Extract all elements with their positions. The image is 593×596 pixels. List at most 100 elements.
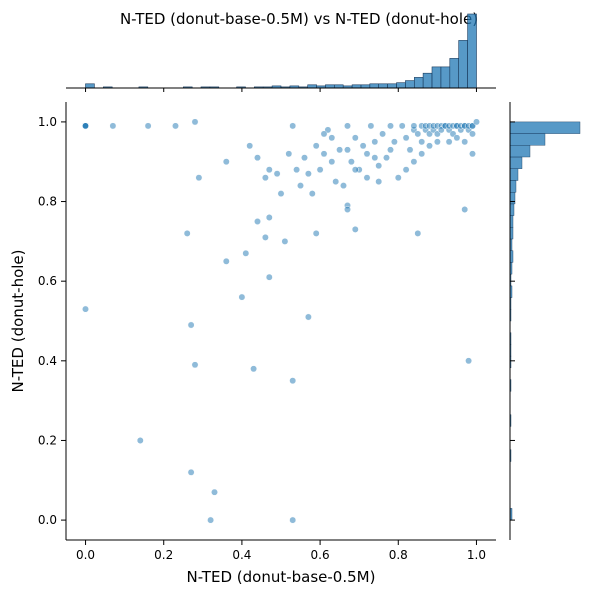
data-point-3 — [82, 122, 89, 130]
x-marginal-bar-36 — [405, 80, 415, 89]
data-point-19 — [297, 182, 304, 190]
data-point-16 — [285, 150, 293, 158]
data-point-92 — [351, 166, 359, 174]
data-point-45 — [398, 122, 406, 130]
data-point-49 — [410, 122, 418, 130]
data-point-44 — [394, 174, 402, 182]
x-tick-label: 0.0 — [76, 548, 95, 562]
x-marginal-bar-0 — [85, 83, 95, 89]
data-point-90 — [371, 154, 379, 162]
data-point-25 — [320, 150, 328, 158]
data-point-123 — [207, 516, 215, 524]
data-point-5 — [144, 122, 152, 130]
data-point-110 — [222, 257, 230, 265]
data-point-88 — [402, 166, 410, 174]
data-point-10 — [246, 142, 254, 150]
y-tick-label: 0.6 — [38, 274, 57, 288]
data-point-14 — [273, 170, 281, 178]
data-point-33 — [351, 134, 359, 142]
data-point-113 — [238, 293, 246, 301]
y-marginal-bar-32 — [509, 133, 546, 146]
x-tick-label: 0.2 — [154, 548, 173, 562]
data-point-115 — [304, 313, 312, 321]
x-tick-label: 0.6 — [311, 548, 330, 562]
y-axis-ticks: 0.0 0.2 0.4 0.6 0.8 1.0 — [38, 115, 515, 527]
data-point-29 — [336, 146, 344, 154]
data-point-99 — [414, 229, 422, 237]
data-point-9 — [222, 158, 230, 166]
data-point-95 — [320, 130, 328, 138]
data-point-13 — [265, 166, 273, 174]
y-tick-label: 0.8 — [38, 195, 57, 209]
data-point-46 — [402, 134, 410, 142]
scatter-points — [82, 118, 480, 524]
data-point-87 — [410, 158, 418, 166]
data-point-35 — [359, 142, 367, 150]
data-point-18 — [293, 166, 301, 174]
data-point-6 — [172, 122, 179, 130]
data-point-50 — [414, 130, 422, 138]
y-marginal-bar-33 — [509, 121, 581, 134]
data-point-94 — [328, 134, 336, 142]
data-point-85 — [461, 138, 469, 146]
data-point-4 — [109, 122, 117, 130]
x-marginal-bar-35 — [396, 82, 406, 89]
x-tick-label: 0.4 — [232, 548, 251, 562]
data-point-30 — [340, 182, 347, 190]
data-point-122 — [211, 488, 218, 496]
data-point-91 — [363, 174, 371, 182]
y-tick-label: 0.4 — [38, 354, 57, 368]
x-marginal-bar-39 — [431, 66, 442, 89]
data-point-38 — [371, 138, 379, 146]
data-point-117 — [191, 361, 199, 369]
data-point-15 — [277, 190, 285, 198]
x-axis-ticks: 0.0 0.2 0.4 0.6 0.8 1.0 — [76, 88, 486, 562]
chart-title: N-TED (donut-base-0.5M) vs N-TED (donut-… — [120, 10, 478, 28]
data-point-106 — [265, 214, 273, 221]
data-point-24 — [316, 166, 324, 174]
data-point-11 — [254, 154, 261, 162]
x-tick-label: 1.0 — [467, 548, 486, 562]
data-point-52 — [418, 138, 426, 146]
data-point-8 — [195, 174, 203, 182]
data-point-22 — [308, 190, 316, 198]
data-point-109 — [242, 249, 250, 257]
data-point-39 — [375, 162, 383, 170]
data-point-42 — [387, 122, 394, 130]
data-point-32 — [347, 158, 355, 166]
data-point-86 — [469, 130, 476, 138]
data-point-89 — [387, 146, 394, 154]
x-marginal-bar-32 — [369, 83, 379, 89]
data-point-124 — [289, 516, 297, 524]
data-point-47 — [406, 146, 414, 154]
data-point-118 — [250, 365, 258, 373]
x-axis-title: N-TED (donut-base-0.5M) — [187, 568, 376, 586]
x-marginal-bar-41 — [449, 58, 459, 89]
data-point-114 — [82, 305, 89, 313]
data-point-41 — [383, 154, 390, 162]
data-point-31 — [344, 122, 351, 130]
data-point-96 — [469, 150, 476, 158]
y-tick-label: 1.0 — [38, 115, 57, 129]
data-point-102 — [351, 225, 359, 233]
data-point-103 — [344, 206, 351, 213]
y-axis-title: N-TED (donut-hole) — [9, 249, 27, 392]
y-marginal-bar-28 — [509, 180, 517, 193]
data-point-100 — [375, 178, 383, 186]
data-point-119 — [289, 377, 297, 385]
data-point-81 — [426, 142, 433, 150]
x-marginal-bar-42 — [458, 40, 468, 89]
data-point-107 — [261, 233, 269, 241]
data-point-93 — [344, 146, 351, 154]
x-marginal-bar-37 — [413, 77, 424, 89]
data-point-104 — [312, 229, 320, 237]
data-point-82 — [433, 138, 441, 146]
data-point-37 — [367, 122, 375, 130]
data-point-43 — [390, 138, 398, 146]
data-point-79 — [473, 118, 480, 126]
y-tick-label: 0.2 — [38, 433, 57, 447]
data-point-21 — [304, 170, 312, 178]
data-point-28 — [332, 178, 340, 186]
data-point-20 — [301, 154, 308, 162]
